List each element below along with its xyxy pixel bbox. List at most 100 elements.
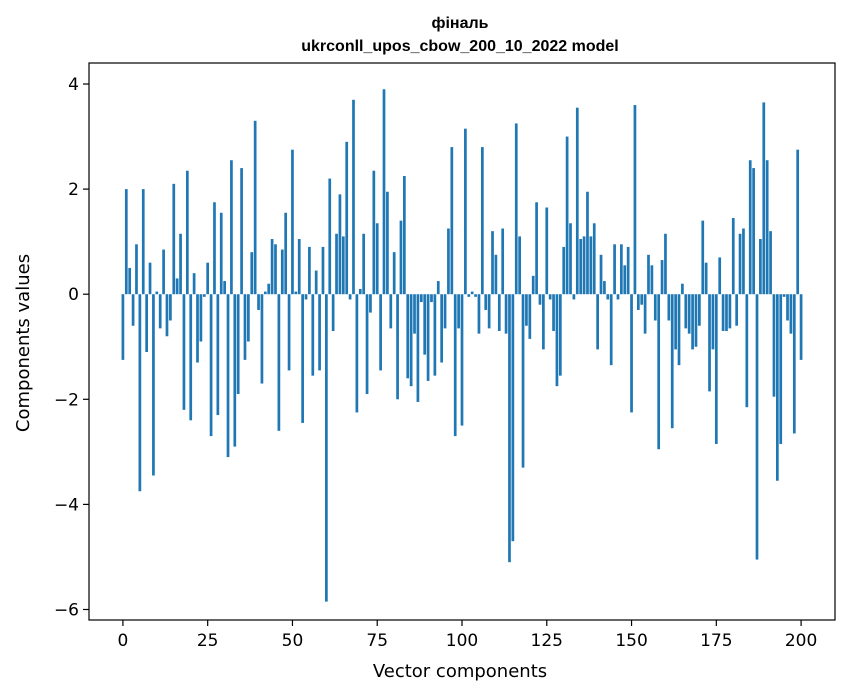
bar [528,294,532,339]
y-tick-label: 4 [68,75,79,95]
bar [555,294,559,387]
bar [728,294,732,329]
bar [789,294,793,334]
bar [497,294,501,331]
x-tick-label: 0 [117,631,128,651]
bar [484,294,488,310]
bar [755,294,759,560]
bar [592,223,596,295]
bar [409,294,413,387]
bar [762,102,766,295]
bar [657,294,661,450]
bar [708,294,711,392]
bar [145,294,148,353]
bar [219,212,223,295]
bar [521,294,525,468]
x-tick-label: 50 [282,631,304,651]
bar [413,294,416,334]
bar [487,294,491,329]
bar [362,233,366,295]
bar [277,294,281,431]
bar [636,294,640,310]
bar [287,294,291,371]
bar [681,283,684,295]
bar [776,294,779,481]
bar [243,294,247,360]
bar [453,294,457,437]
x-tick-label: 125 [531,631,563,651]
bar [348,294,352,300]
bar [436,281,440,295]
bar [311,294,315,376]
bar [606,294,610,300]
bar [725,294,728,331]
bar [318,294,321,371]
chart-title: фіналь [431,15,488,32]
bar [121,294,125,360]
bar [796,149,800,295]
bar [192,273,196,295]
bar [653,294,657,321]
bar [291,149,294,295]
bar [640,294,644,305]
bar [189,294,193,421]
bar [345,141,349,295]
bar [365,294,369,395]
bar [769,231,772,295]
bar [247,294,250,342]
bar [731,218,735,295]
bar [447,228,450,295]
y-axis-ticks: −6 −4 −2 0 2 4 [54,75,89,620]
bar [152,294,155,476]
bar [660,260,664,295]
bar [135,244,138,295]
chart-subtitle: ukrconll_upos_cbow_200_10_2022 model [301,38,618,55]
bar [233,294,237,447]
bar [670,294,674,429]
bar [613,244,616,295]
bar [494,254,498,295]
bar [338,194,342,295]
bar [426,294,430,381]
x-axis-label: Vector components [373,661,547,682]
bar [124,189,128,295]
bar [386,191,389,295]
bar [341,236,345,295]
bar [250,252,254,295]
bar [406,294,410,379]
bar [782,294,786,297]
bar [511,294,515,542]
bar [419,294,423,303]
x-tick-label: 150 [615,631,647,651]
bar [491,231,494,295]
bar [440,294,444,363]
bar [375,223,379,295]
bar [284,212,288,295]
bar [650,265,654,295]
bar [430,294,433,303]
y-tick-label: −4 [54,495,79,515]
bar [718,257,722,295]
bar [542,294,545,350]
bar [531,275,535,295]
bar [599,254,603,295]
bar [396,294,399,400]
bar [355,294,359,413]
bar [138,294,142,492]
bar [175,278,179,295]
bar [704,262,708,295]
bar [477,294,481,334]
bar [464,128,467,295]
bar [664,233,667,295]
bar [148,262,152,295]
bar [643,294,647,334]
bar [399,220,403,295]
bar [169,294,172,321]
bar [582,236,586,295]
bar [508,294,511,563]
bar [162,249,165,295]
bar [141,189,145,295]
bar [257,294,260,310]
bar [314,270,318,295]
